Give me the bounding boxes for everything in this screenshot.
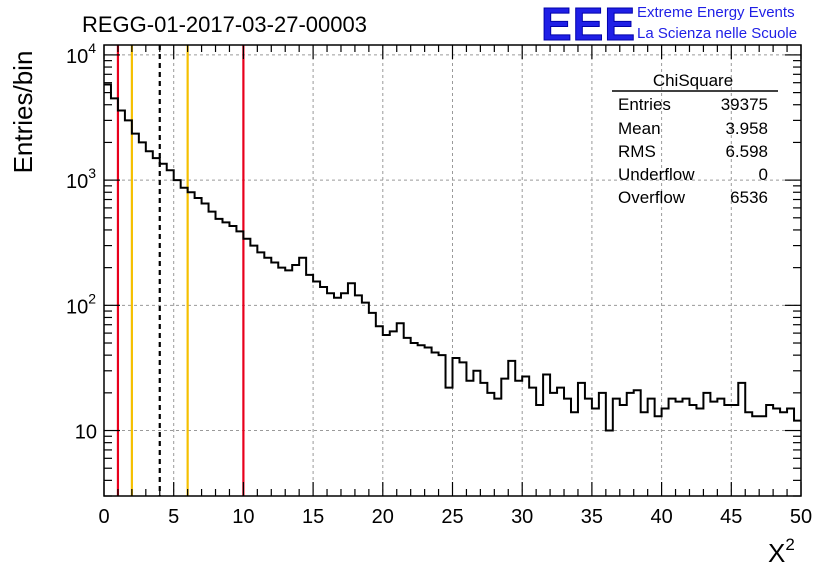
stats-label-mean: Mean — [618, 119, 661, 138]
stats-value-entries: 39375 — [721, 95, 768, 114]
x-tick-label: 0 — [98, 506, 109, 528]
x-tick-label: 10 — [232, 506, 254, 528]
stats-value-mean: 3.958 — [725, 119, 768, 138]
x-axis-title: X2 — [768, 535, 795, 568]
stats-value-underflow: 0 — [759, 165, 768, 184]
x-tick-label: 5 — [168, 506, 179, 528]
x-tick-label: 20 — [372, 506, 394, 528]
x-tick-label: 30 — [511, 506, 533, 528]
eee-logo-mark: EEE — [541, 0, 636, 50]
grid-lines — [104, 45, 801, 496]
x-tick-label: 15 — [302, 506, 324, 528]
x-tick-label: 45 — [720, 506, 742, 528]
stats-value-overflow: 6536 — [730, 188, 768, 207]
stats-label-underflow: Underflow — [618, 165, 695, 184]
y-tick-label: 10 — [75, 422, 97, 444]
stats-box: ChiSquare Entries 39375 Mean 3.958 RMS 6… — [612, 71, 778, 207]
logo-line1: Extreme Energy Events — [637, 4, 795, 21]
histogram-series — [104, 83, 801, 432]
x-tick-labels: 0 5 10 15 20 25 30 35 40 45 50 — [98, 506, 812, 528]
marker-lines — [116, 45, 245, 496]
x-tick-label: 25 — [441, 506, 463, 528]
y-axis-title: Entries/bin — [8, 51, 38, 174]
stats-label-rms: RMS — [618, 142, 656, 161]
x-tick-label: 35 — [581, 506, 603, 528]
stats-label-overflow: Overflow — [618, 188, 686, 207]
y-tick-label: 104 — [66, 40, 96, 68]
y-tick-label: 103 — [66, 165, 96, 193]
chart-title: REGG-01-2017-03-27-00003 — [82, 12, 367, 37]
eee-logo: EEE Extreme Energy Events La Scienza nel… — [541, 0, 798, 51]
x-tick-label: 50 — [790, 506, 812, 528]
y-tick-labels: 104 103 102 10 — [66, 40, 97, 444]
stats-value-rms: 6.598 — [725, 142, 768, 161]
stats-label-entries: Entries — [618, 95, 671, 114]
stats-title: ChiSquare — [653, 71, 733, 90]
x-tick-label: 40 — [650, 506, 672, 528]
logo-line2: La Scienza nelle Scuole — [637, 25, 797, 42]
axis-ticks — [103, 45, 802, 497]
y-tick-label: 102 — [66, 290, 96, 318]
